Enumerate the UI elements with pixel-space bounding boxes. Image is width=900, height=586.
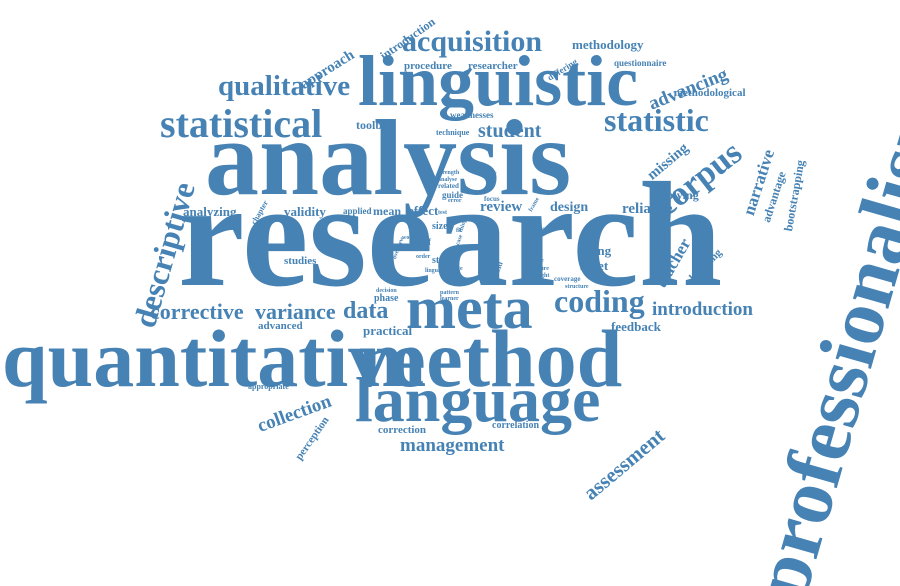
word-pattern: pattern bbox=[440, 290, 459, 296]
word-variance: variance bbox=[255, 299, 336, 324]
word-word: word bbox=[402, 235, 416, 241]
word-effect: effect bbox=[408, 203, 439, 218]
word-value: value bbox=[530, 258, 544, 264]
word-review: review bbox=[480, 199, 523, 215]
word-qualitative: qualitative bbox=[218, 70, 351, 102]
word-researcher: researcher bbox=[468, 60, 518, 72]
word-focus: focus bbox=[484, 195, 500, 203]
word-statistical: statistical bbox=[160, 101, 323, 146]
word-applying: applying bbox=[654, 188, 699, 202]
word-questionnaire: questionnaire bbox=[614, 58, 667, 68]
word-coverage: coverage bbox=[554, 275, 581, 283]
word-method: method bbox=[358, 313, 623, 404]
word-weaknesses: weaknesses bbox=[450, 110, 494, 120]
word-concept: phase bbox=[374, 293, 399, 304]
word-bootstrapping: bootstrapping bbox=[781, 158, 808, 233]
word-doing: doing bbox=[580, 243, 612, 258]
word-language: language bbox=[355, 364, 601, 435]
word-study: study bbox=[432, 255, 456, 266]
word-correction: correction bbox=[378, 424, 427, 436]
word-analysis: analysis bbox=[205, 99, 572, 218]
word-statistic: statistic bbox=[604, 102, 709, 138]
word-fit: fit bbox=[456, 228, 462, 234]
word-related: related bbox=[438, 182, 459, 190]
word-range: range bbox=[448, 266, 463, 272]
word-feedback: introduction bbox=[652, 299, 754, 320]
word-corrective: corrective bbox=[150, 299, 244, 324]
word-studies: studies bbox=[284, 255, 317, 267]
word-appropriate: appropriate bbox=[248, 382, 289, 391]
word-error: error bbox=[448, 198, 462, 204]
word-acquisition: acquisition bbox=[402, 25, 543, 58]
word-meta: meta bbox=[406, 275, 533, 341]
word-analyse: analyse bbox=[438, 177, 458, 183]
word-procedure: procedure bbox=[404, 60, 452, 72]
word-toolbox: toolbox bbox=[356, 118, 395, 132]
word-technique: technique bbox=[436, 128, 470, 137]
word-advanced: feedback bbox=[611, 319, 661, 334]
word-correlation: correlation bbox=[492, 420, 540, 431]
word-anova: anova bbox=[408, 224, 424, 230]
word-order: order bbox=[416, 254, 431, 260]
word-applied: applied bbox=[343, 206, 372, 216]
word-management: management bbox=[400, 435, 505, 456]
word-basic: basic bbox=[530, 225, 546, 233]
word-coding: coding bbox=[554, 283, 645, 319]
word-methodological: methodological bbox=[674, 87, 746, 99]
word-student: student bbox=[478, 120, 542, 142]
word-practical: advanced bbox=[258, 320, 303, 332]
word-strength: strength bbox=[438, 170, 460, 176]
word-guide: guide bbox=[442, 190, 464, 200]
word-assessment: assessment bbox=[578, 423, 670, 505]
word-data: data bbox=[343, 298, 389, 324]
word-reliance: reliance bbox=[622, 201, 673, 217]
word-sheet: sheet bbox=[580, 258, 609, 273]
word-nature: nature bbox=[532, 266, 549, 272]
word-structure: structure bbox=[565, 284, 589, 290]
word-design: design bbox=[550, 200, 589, 215]
word-methodology: methodology bbox=[572, 37, 644, 52]
word-test: test bbox=[438, 210, 447, 216]
word-self: self bbox=[418, 237, 431, 247]
word-lingua: lingua bbox=[425, 268, 442, 274]
word-research: research bbox=[178, 152, 723, 318]
word-phase: practical bbox=[363, 323, 413, 338]
word-quantitative: quantitative bbox=[2, 313, 426, 404]
word-learner: learner bbox=[440, 296, 459, 302]
word-validity: validity bbox=[284, 204, 326, 219]
word-insight: insight bbox=[532, 273, 550, 279]
word-text: text bbox=[482, 250, 492, 256]
word-size: size bbox=[432, 221, 448, 232]
word-decision: decision bbox=[376, 288, 397, 294]
word-analyzing: analyzing bbox=[183, 204, 237, 219]
word-mean: mean bbox=[373, 204, 401, 218]
word-linguistic: linguistic bbox=[358, 41, 639, 121]
